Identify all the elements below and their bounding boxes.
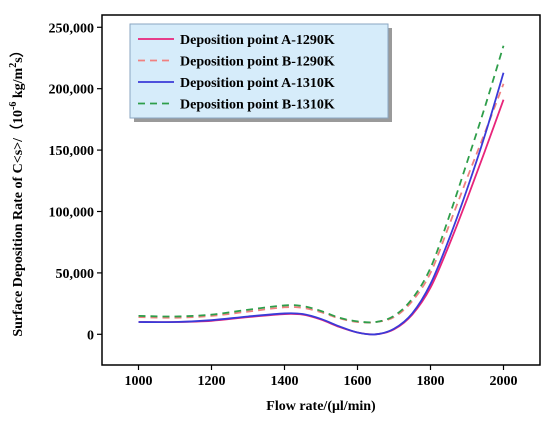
x-tick-label: 1000 (125, 374, 153, 389)
legend-label: Deposition point B-1290K (180, 55, 335, 70)
x-tick-label: 1400 (271, 374, 299, 389)
axis-ticks: 1000 1200 1400 1600 1800 2000 0 50,000 100,000 15… (49, 21, 518, 389)
legend-label: Deposition point B-1310K (180, 98, 335, 113)
series-layer (138, 45, 505, 336)
y-axis-title-sup2: 2 (8, 63, 19, 68)
y-axis-title-main: Surface Deposition Rate of C<s>/（10 (10, 110, 26, 337)
y-tick-label: 50,000 (56, 267, 95, 282)
legend: Deposition point A-1290K Deposition point… (129, 23, 392, 122)
x-axis-title: Flow rate/(μl/min) (266, 399, 376, 414)
series-line-3 (138, 72, 505, 336)
x-tick-label: 2000 (490, 374, 518, 389)
y-axis-title: Surface Deposition Rate of C<s>/（10-6 kg… (8, 43, 26, 336)
y-tick-label: 0 (87, 328, 94, 343)
x-tick-label: 1600 (344, 374, 372, 389)
series-line-4 (138, 45, 505, 324)
x-tick-label: 1800 (417, 374, 445, 389)
y-axis-title-units: kg/m (11, 67, 26, 101)
y-axis-title-tail: s） (10, 43, 26, 62)
y-tick-label: 250,000 (49, 21, 95, 36)
x-tick-label: 1200 (198, 374, 226, 389)
y-tick-label: 200,000 (49, 83, 95, 98)
y-axis-title-sup: -6 (8, 102, 19, 110)
y-tick-label: 150,000 (49, 144, 95, 159)
legend-label: Deposition point A-1310K (180, 76, 335, 91)
legend-label: Deposition point A-1290K (180, 33, 335, 48)
y-tick-label: 100,000 (49, 205, 95, 220)
